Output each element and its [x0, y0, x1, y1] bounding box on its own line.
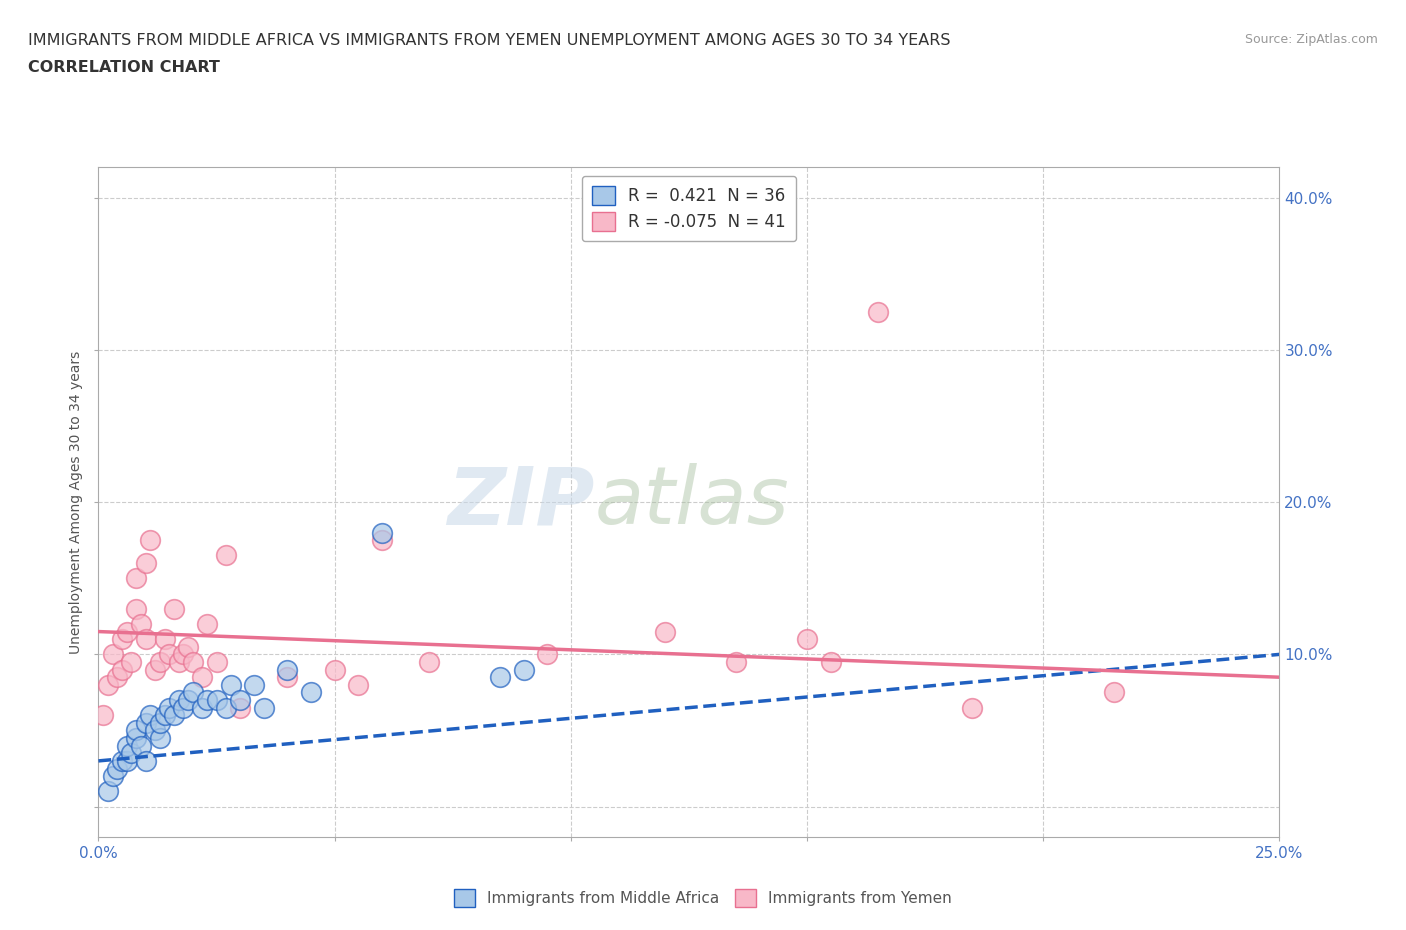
Point [536, 647, 558, 662]
Point [115, 624, 138, 639]
Point [299, 685, 322, 700]
Point [1102, 685, 1125, 700]
Point [157, 647, 180, 662]
Point [157, 700, 180, 715]
Text: CORRELATION CHART: CORRELATION CHART [28, 60, 219, 75]
Y-axis label: Unemployment Among Ages 30 to 34 years: Unemployment Among Ages 30 to 34 years [69, 351, 83, 654]
Point [820, 655, 842, 670]
Point [149, 715, 172, 730]
Point [135, 715, 157, 730]
Point [195, 693, 218, 708]
Point [135, 555, 157, 570]
Point [167, 693, 190, 708]
Point [97, 784, 120, 799]
Point [121, 655, 143, 670]
Point [163, 708, 186, 723]
Point [243, 677, 266, 692]
Point [125, 723, 148, 737]
Point [323, 662, 346, 677]
Point [129, 617, 152, 631]
Point [866, 304, 889, 319]
Point [167, 655, 190, 670]
Point [105, 670, 128, 684]
Point [489, 670, 512, 684]
Point [115, 738, 138, 753]
Point [172, 647, 194, 662]
Point [111, 662, 134, 677]
Point [149, 655, 172, 670]
Point [195, 617, 218, 631]
Point [153, 708, 176, 723]
Point [129, 738, 152, 753]
Point [143, 723, 166, 737]
Point [115, 753, 138, 768]
Legend: Immigrants from Middle Africa, Immigrants from Yemen: Immigrants from Middle Africa, Immigrant… [447, 884, 959, 913]
Point [796, 631, 818, 646]
Point [97, 677, 120, 692]
Point [418, 655, 440, 670]
Point [181, 685, 204, 700]
Point [962, 700, 984, 715]
Point [181, 655, 204, 670]
Legend: R =  0.421  N = 36, R = -0.075  N = 41: R = 0.421 N = 36, R = -0.075 N = 41 [582, 176, 796, 241]
Point [191, 700, 214, 715]
Point [219, 677, 242, 692]
Point [139, 533, 162, 548]
Point [215, 548, 238, 563]
Point [725, 655, 748, 670]
Point [172, 700, 194, 715]
Point [276, 670, 298, 684]
Point [163, 602, 186, 617]
Point [177, 693, 200, 708]
Point [135, 631, 157, 646]
Point [205, 693, 228, 708]
Point [149, 731, 172, 746]
Point [111, 753, 134, 768]
Point [512, 662, 534, 677]
Point [125, 602, 148, 617]
Text: ZIP: ZIP [447, 463, 595, 541]
Point [177, 639, 200, 654]
Text: atlas: atlas [595, 463, 789, 541]
Point [101, 647, 124, 662]
Point [191, 670, 214, 684]
Text: IMMIGRANTS FROM MIDDLE AFRICA VS IMMIGRANTS FROM YEMEN UNEMPLOYMENT AMONG AGES 3: IMMIGRANTS FROM MIDDLE AFRICA VS IMMIGRA… [28, 33, 950, 47]
Point [229, 693, 252, 708]
Text: Source: ZipAtlas.com: Source: ZipAtlas.com [1244, 33, 1378, 46]
Point [111, 631, 134, 646]
Point [125, 731, 148, 746]
Point [135, 753, 157, 768]
Point [121, 746, 143, 761]
Point [229, 700, 252, 715]
Point [91, 708, 114, 723]
Point [276, 662, 298, 677]
Point [215, 700, 238, 715]
Point [125, 571, 148, 586]
Point [101, 769, 124, 784]
Point [654, 624, 676, 639]
Point [143, 662, 166, 677]
Point [105, 761, 128, 776]
Point [371, 533, 394, 548]
Point [153, 631, 176, 646]
Point [371, 525, 394, 540]
Point [205, 655, 228, 670]
Point [347, 677, 370, 692]
Point [253, 700, 276, 715]
Point [139, 708, 162, 723]
